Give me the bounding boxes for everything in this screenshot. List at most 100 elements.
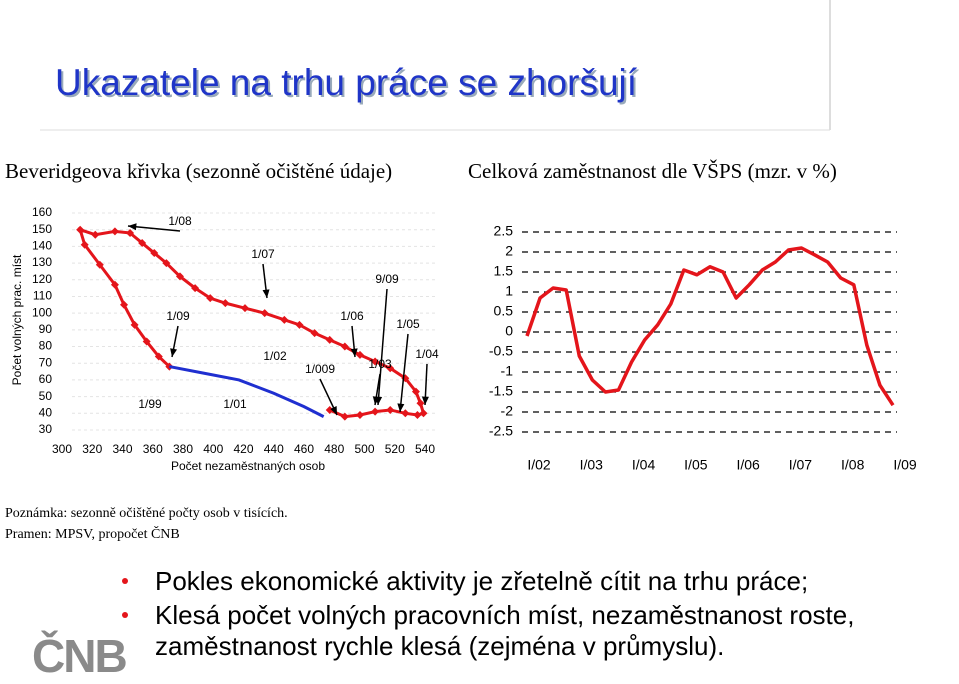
arrow-head [397, 403, 405, 412]
y-tick-label: 0 [505, 323, 513, 339]
x-tick-label: I/07 [789, 457, 813, 473]
point-marker [241, 304, 250, 313]
annotation-arrow [399, 333, 409, 413]
y-tick-label: 120 [32, 272, 52, 286]
bullet-text: Klesá počet volných pracovních míst, nez… [155, 600, 855, 661]
annotation: 1/009 [305, 362, 335, 376]
x-tick-label: 300 [52, 442, 72, 456]
point-marker [110, 227, 119, 236]
x-tick-label: 500 [354, 442, 374, 456]
x-tick-label: I/06 [736, 457, 760, 473]
y-tick-label: 80 [39, 339, 53, 353]
x-tick-label: I/05 [684, 457, 708, 473]
x-tick-label: 380 [173, 442, 193, 456]
arrow-head [170, 348, 178, 357]
annotation: 1/06 [340, 309, 364, 323]
y-tick-label: 2 [505, 243, 513, 259]
annotation-arrow [377, 288, 388, 406]
slide-title: Ukazatele na trhu práce se zhoršují [55, 62, 638, 103]
point-marker [325, 405, 334, 414]
y-tick-label: 160 [32, 205, 52, 219]
x-tick-label: I/08 [841, 457, 865, 473]
point-marker [419, 409, 428, 418]
note: Pramen: MPSV, propočet ČNB [5, 525, 180, 542]
x-tick-label: 520 [385, 442, 405, 456]
point-marker [120, 300, 129, 309]
x-tick-label: 420 [233, 442, 253, 456]
point-marker [325, 335, 334, 344]
point-marker [80, 240, 89, 249]
x-tick-label: 480 [324, 442, 344, 456]
point-marker [154, 352, 163, 361]
point-marker [191, 284, 200, 293]
point-marker [175, 272, 184, 281]
x-tick-label: 320 [82, 442, 102, 456]
y-tick-label: 30 [39, 422, 53, 436]
y-tick-label: -2 [501, 403, 514, 419]
point-marker [221, 299, 230, 308]
logo: ČNB [32, 630, 126, 682]
x-tick-label: 340 [112, 442, 132, 456]
annotation: 9/09 [375, 272, 399, 286]
y-tick-label: 140 [32, 239, 52, 253]
bullet: Klesá počet volných pracovních míst, nez… [120, 600, 880, 662]
point-marker [411, 387, 420, 396]
y-tick-label: 50 [39, 389, 53, 403]
annotation: 1/03 [368, 357, 392, 371]
y-axis-label: Počet volných prac. míst [10, 254, 24, 385]
y-tick-label: -0.5 [489, 343, 513, 359]
point-marker [142, 337, 151, 346]
y-tick-label: 150 [32, 222, 52, 236]
x-tick-label: 540 [415, 442, 435, 456]
arrow-head [350, 348, 358, 357]
point-marker [386, 364, 395, 373]
point-marker [355, 350, 364, 359]
x-tick-label: I/09 [893, 457, 917, 473]
arrow-head [128, 223, 137, 231]
y-tick-label: 0.5 [494, 303, 514, 319]
y-tick-label: 2.5 [494, 223, 514, 239]
point-marker [416, 399, 425, 408]
bullet-list: Pokles ekonomické aktivity je zřetelně c… [120, 566, 880, 665]
point-marker [355, 410, 364, 419]
point-marker [340, 412, 349, 421]
y-tick-label: 40 [39, 405, 53, 419]
point-marker [371, 407, 380, 416]
point-marker [295, 320, 304, 329]
annotation: 1/08 [168, 214, 192, 228]
annotation: 1/01 [223, 397, 247, 411]
annotation-arrow [127, 225, 181, 232]
x-tick-label: 360 [143, 442, 163, 456]
point-marker [206, 294, 215, 303]
point-marker [91, 230, 100, 239]
y-tick-label: -2.5 [489, 423, 513, 439]
point-marker [413, 410, 422, 419]
series-line [169, 365, 325, 418]
annotation: 1/99 [138, 397, 162, 411]
bullet-text: Pokles ekonomické aktivity je zřetelně c… [155, 566, 809, 596]
bullet: Pokles ekonomické aktivity je zřetelně c… [120, 566, 880, 597]
point-marker [138, 239, 147, 248]
point-marker [260, 309, 269, 318]
title-shadow: Ukazatele na trhu práce se zhoršují [57, 64, 640, 105]
x-tick-label: I/04 [632, 457, 656, 473]
point-marker [401, 409, 410, 418]
point-marker [150, 249, 159, 258]
y-tick-label: 1 [505, 283, 513, 299]
point-marker [126, 229, 135, 238]
series-line [525, 246, 895, 407]
point-marker [76, 225, 85, 234]
point-marker [95, 260, 104, 269]
annotation: 1/04 [415, 347, 439, 361]
x-tick-label: 460 [294, 442, 314, 456]
y-tick-label: 110 [33, 289, 52, 303]
x-tick-label: 400 [203, 442, 223, 456]
point-marker [340, 342, 349, 351]
y-tick-label: 1.5 [494, 263, 514, 279]
arrow-head [372, 396, 380, 405]
chart-title: Celková zaměstnanost dle VŠPS (mzr. v %) [468, 159, 837, 183]
point-marker [280, 315, 289, 324]
x-tick-label: 440 [264, 442, 284, 456]
